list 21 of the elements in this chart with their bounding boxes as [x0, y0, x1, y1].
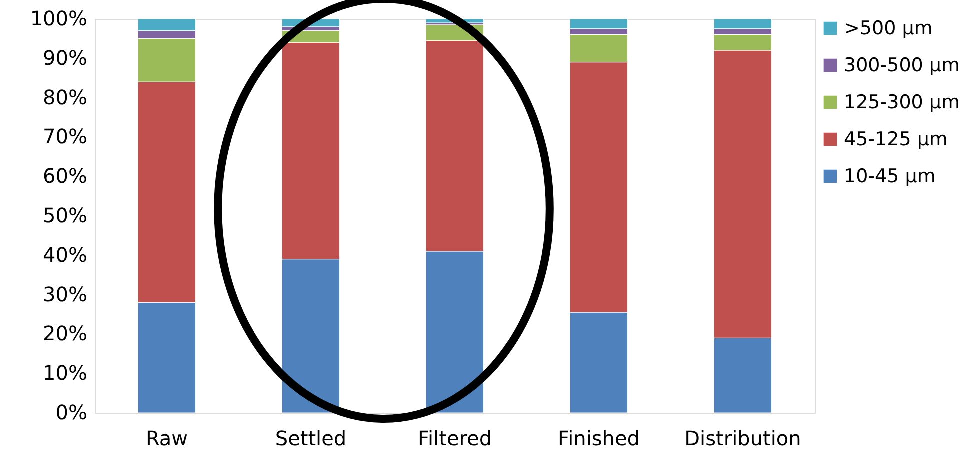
y-tick-label: 20% — [43, 322, 88, 346]
y-tick-label: 70% — [43, 124, 88, 149]
x-tick-label: Filtered — [418, 426, 492, 450]
y-tick-label: 60% — [43, 164, 88, 188]
y-tick-label: 100% — [30, 6, 88, 30]
x-tick-label: Finished — [558, 426, 640, 450]
x-tick-label: Raw — [146, 426, 188, 450]
legend-label: 10-45 µm — [844, 166, 936, 188]
y-tick-label: 10% — [43, 361, 88, 386]
y-tick-label: 30% — [43, 282, 88, 306]
y-tick-label: 50% — [43, 204, 88, 228]
legend-label: 45-125 µm — [844, 128, 948, 150]
x-tick-label: Distribution — [684, 426, 802, 450]
y-tick-label: 80% — [43, 85, 88, 110]
y-tick-label: 40% — [43, 242, 88, 267]
legend-label: 300-500 µm — [844, 54, 960, 76]
x-tick-label: Settled — [275, 426, 347, 450]
y-tick-label: 0% — [56, 400, 88, 424]
y-tick-label: 90% — [43, 46, 88, 70]
legend-label: 125-300 µm — [844, 92, 960, 114]
legend-label: >500 µm — [844, 18, 933, 40]
